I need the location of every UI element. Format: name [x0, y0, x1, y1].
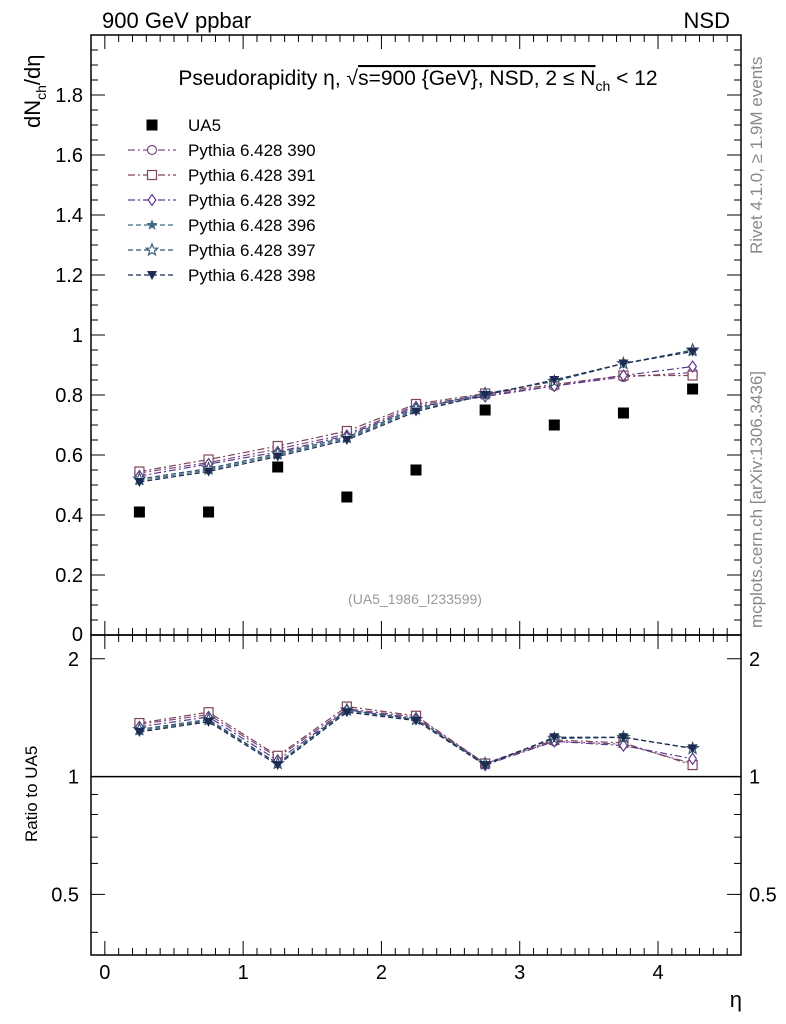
y-tick-label: 1.6 — [55, 145, 83, 167]
ratio-point-pythia-6-428-398 — [203, 717, 214, 727]
ratio-point-pythia-6-428-392 — [688, 752, 698, 766]
data-point-pythia-6-428-398 — [618, 359, 629, 369]
data-point-pythia-6-428-398 — [341, 436, 352, 445]
rivet-version-text: Rivet 4.1.0, ≥ 1.9M events — [747, 57, 766, 254]
y-tick-label: 0.4 — [55, 505, 83, 527]
ratio-point-pythia-6-428-398 — [272, 761, 283, 771]
series-line-pythia-6-428-392 — [139, 365, 693, 477]
legend-label: UA5 — [188, 116, 221, 135]
ratio-y-axis-label: Ratio to UA5 — [22, 746, 41, 842]
data-point-ua5 — [687, 383, 699, 395]
legend-marker — [147, 193, 157, 207]
x-tick-label: 0 — [99, 962, 110, 984]
legend-marker — [144, 242, 160, 257]
data-point-ua5 — [617, 407, 629, 419]
data-point-ua5 — [341, 491, 353, 503]
y-tick-label-zero: 0 — [72, 624, 83, 646]
y-tick-label: 1.4 — [55, 205, 83, 227]
ratio-point-pythia-6-428-398 — [134, 727, 145, 737]
data-point-ua5 — [133, 506, 145, 518]
y-tick-label: 1.2 — [55, 265, 83, 287]
y-tick-label: 0.2 — [55, 565, 83, 587]
x-axis-label: η — [730, 987, 742, 1012]
data-point-pythia-6-428-392 — [618, 368, 628, 383]
legend-label: Pythia 6.428 398 — [188, 266, 316, 285]
x-tick-label: 3 — [514, 962, 525, 984]
ratio-point-pythia-6-428-398 — [411, 716, 421, 726]
data-point-ua5 — [479, 404, 491, 416]
ratio-plot-frame — [90, 634, 742, 956]
legend-label: Pythia 6.428 391 — [188, 166, 316, 185]
ylabel-b: /dη — [20, 54, 45, 85]
legend-label: Pythia 6.428 397 — [188, 241, 316, 260]
main-series — [132, 342, 700, 518]
data-point-pythia-6-428-398 — [203, 467, 214, 477]
ratio-y-tick-label-left: 0.5 — [51, 884, 79, 906]
title-suffix: < 12 — [610, 67, 657, 90]
legend: UA5 Pythia 6.428 390 Pythia 6.428 391 Pythi… — [128, 116, 316, 285]
x-tick-label: 4 — [652, 962, 663, 984]
data-point-pythia-6-428-398 — [134, 478, 145, 487]
ratio-y-tick-label-right: 0.5 — [749, 884, 777, 906]
title-prefix: Pseudorapidity η, — [178, 67, 346, 90]
header-left: 900 GeV ppbar — [102, 8, 251, 33]
y-tick-label: 1.8 — [55, 85, 83, 107]
legend-marker — [146, 144, 158, 156]
ratio-point-pythia-6-428-392 — [618, 739, 628, 753]
data-point-pythia-6-428-398 — [480, 391, 491, 400]
title-s-part: s=900 {GeV}, NSD, 2 ≤ N — [358, 67, 595, 90]
title-sub: ch — [595, 78, 610, 94]
title-sqrt: √ — [347, 67, 359, 90]
ylabel-sub: ch — [33, 85, 49, 100]
header-right: NSD — [684, 8, 730, 33]
ratio-line-pythia-6-428-397 — [139, 709, 693, 765]
ratio-y-tick-label-right: 2 — [749, 649, 760, 671]
series-line-pythia-6-428-390 — [139, 371, 693, 474]
ratio-point-pythia-6-428-398 — [687, 744, 698, 754]
ylabel-a: dN — [20, 100, 45, 128]
mcplots-text: mcplots.cern.ch [arXiv:1306.3436] — [747, 371, 766, 628]
legend-label: Pythia 6.428 390 — [188, 141, 316, 160]
data-point-pythia-6-428-392 — [688, 359, 698, 374]
ratio-axes: 0 1 2 3 4 0.5 0.5 1 1 2 2 — [51, 635, 777, 984]
legend-marker — [147, 271, 157, 280]
x-tick-label: 2 — [376, 962, 387, 984]
legend-marker — [146, 119, 158, 131]
series-line-pythia-6-428-391 — [139, 374, 693, 473]
y-tick-label: 0.6 — [55, 445, 83, 467]
analysis-watermark: (UA5_1986_I233599) — [348, 591, 482, 607]
data-point-ua5 — [272, 461, 284, 473]
legend-marker — [146, 169, 158, 181]
legend-marker — [146, 219, 158, 230]
data-point-ua5 — [203, 506, 215, 518]
ratio-point-pythia-6-428-398 — [549, 733, 560, 743]
y-axis-label: dNch/dη — [20, 54, 49, 128]
ratio-y-tick-label-left: 1 — [68, 767, 79, 789]
chart-title: Pseudorapidity η, √s=900 {GeV}, NSD, 2 ≤… — [178, 67, 657, 94]
data-point-pythia-6-428-398 — [687, 347, 698, 357]
data-point-pythia-6-428-398 — [272, 452, 283, 462]
ratio-y-tick-label-right: 1 — [749, 767, 760, 789]
data-point-pythia-6-428-398 — [549, 376, 560, 385]
data-point-ua5 — [410, 464, 422, 476]
legend-label: Pythia 6.428 392 — [188, 191, 316, 210]
data-point-ua5 — [548, 419, 560, 431]
ratio-series — [132, 701, 700, 772]
data-point-pythia-6-428-398 — [411, 407, 421, 417]
series-line-pythia-6-428-398 — [139, 350, 693, 483]
ratio-point-pythia-6-428-398 — [618, 733, 629, 743]
legend-label: Pythia 6.428 396 — [188, 216, 316, 235]
ratio-y-tick-label-left: 2 — [68, 649, 79, 671]
y-tick-label: 0.8 — [55, 385, 83, 407]
main-axes: 0.2 0.4 0.6 0.8 1 1.2 1.4 1.6 1.8 0 — [55, 34, 741, 646]
ratio-point-pythia-6-428-398 — [341, 708, 352, 718]
y-tick-label: 1 — [72, 325, 83, 347]
x-tick-label: 1 — [238, 962, 249, 984]
ratio-point-pythia-6-428-398 — [480, 761, 491, 771]
